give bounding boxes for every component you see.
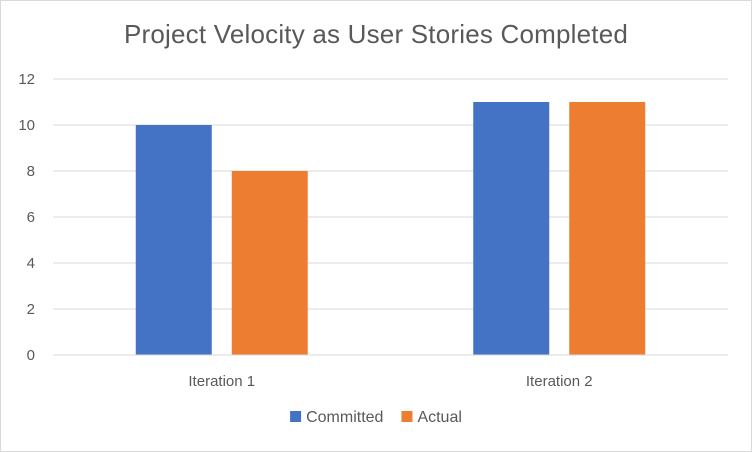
legend-label-actual: Actual: [417, 409, 461, 426]
legend-swatch-committed: [290, 411, 302, 422]
y-tick-label: 8: [27, 163, 35, 180]
y-tick-label: 2: [27, 301, 35, 318]
x-category-label: Iteration 2: [526, 373, 593, 390]
y-tick-label: 4: [27, 255, 35, 272]
y-tick-label: 10: [18, 117, 35, 134]
chart-title: Project Velocity as User Stories Complet…: [123, 19, 629, 49]
legend-label-committed: Committed: [306, 409, 383, 426]
bar-committed-1: [135, 125, 212, 355]
bar-committed-2: [473, 102, 550, 355]
y-tick-label: 12: [18, 71, 35, 88]
y-tick-label: 0: [27, 347, 35, 364]
bar-actual-1: [231, 171, 308, 355]
x-category-label: Iteration 1: [188, 373, 255, 390]
legend-swatch-actual: [401, 411, 413, 422]
y-tick-label: 6: [27, 209, 35, 226]
bar-actual-2: [569, 102, 646, 355]
